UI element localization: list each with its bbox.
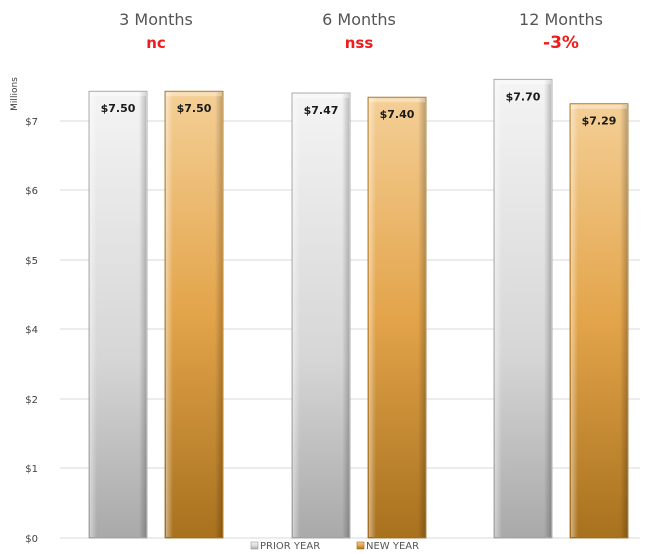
bar-bevel-left — [495, 80, 502, 538]
bar-new-year — [569, 103, 629, 539]
bar-group — [493, 78, 553, 539]
data-labels: $7.50 $7.50 $7.47 $7.40 $7.70 $7.29 — [101, 90, 617, 127]
bar-value-label: $7.40 — [380, 108, 415, 121]
bar-bevel-top — [369, 98, 425, 103]
period-title: 3 Months — [119, 10, 193, 29]
y-unit-label: Millions — [10, 77, 20, 111]
bar-bevel-top — [90, 92, 146, 97]
y-tick-label: $6 — [25, 186, 38, 197]
bar-bevel-top — [293, 94, 349, 99]
bar-new-year — [367, 96, 427, 539]
period-change: nc — [146, 34, 166, 52]
bar-prior-year — [493, 78, 553, 539]
legend-swatch — [356, 541, 365, 550]
period-change: -3% — [543, 33, 579, 53]
bar-bevel-right — [342, 94, 349, 537]
bar-bevel-left — [90, 92, 97, 537]
period-change: nss — [345, 34, 374, 52]
bar-bevel-right — [418, 98, 425, 538]
legend-label: NEW YEAR — [366, 541, 419, 552]
y-tick-label: $1 — [25, 464, 38, 475]
period-title: 12 Months — [519, 10, 603, 29]
bar-prior-year — [88, 90, 148, 539]
bar-new-year — [164, 90, 224, 539]
bar-value-label: $7.70 — [506, 90, 541, 103]
bar-value-label: $7.50 — [177, 102, 212, 115]
bar-group — [88, 90, 148, 539]
bar-value-label: $7.47 — [304, 104, 339, 117]
y-tick-label: $4 — [25, 325, 38, 336]
legend: PRIOR YEAR NEW YEAR — [250, 541, 419, 552]
bar-group — [367, 96, 427, 539]
legend-label: PRIOR YEAR — [260, 541, 320, 552]
y-axis: $0 $1 $2 $4 $5 $6 $7 Millions — [10, 77, 38, 545]
bar-bevel-right — [139, 92, 146, 537]
bar-value-label: $7.29 — [582, 115, 617, 128]
bar-group — [291, 92, 351, 539]
bar-bevel-top — [571, 104, 627, 109]
bar-bevel-right — [215, 92, 222, 537]
bar-prior-year — [291, 92, 351, 539]
bar-bevel-right — [620, 104, 627, 537]
bars — [88, 78, 629, 539]
bar-bevel-left — [166, 92, 173, 537]
bar-group — [569, 103, 629, 539]
y-tick-label: $5 — [25, 256, 38, 267]
bar-bevel-top — [495, 80, 551, 85]
bar-bevel-left — [369, 98, 376, 538]
period-title: 6 Months — [322, 10, 396, 29]
bar-bevel-right — [544, 80, 551, 538]
y-tick-label: $2 — [25, 395, 38, 406]
bar-bevel-left — [571, 104, 578, 537]
bar-value-label: $7.50 — [101, 102, 136, 115]
bar-bevel-top — [166, 92, 222, 97]
period-titles: 3 Months nc 6 Months nss 12 Months -3% — [119, 10, 603, 53]
legend-swatch — [250, 541, 259, 550]
bar-group — [164, 90, 224, 539]
y-tick-label: $7 — [25, 117, 38, 128]
y-tick-label: $0 — [25, 534, 38, 545]
bar-bevel-left — [293, 94, 300, 537]
